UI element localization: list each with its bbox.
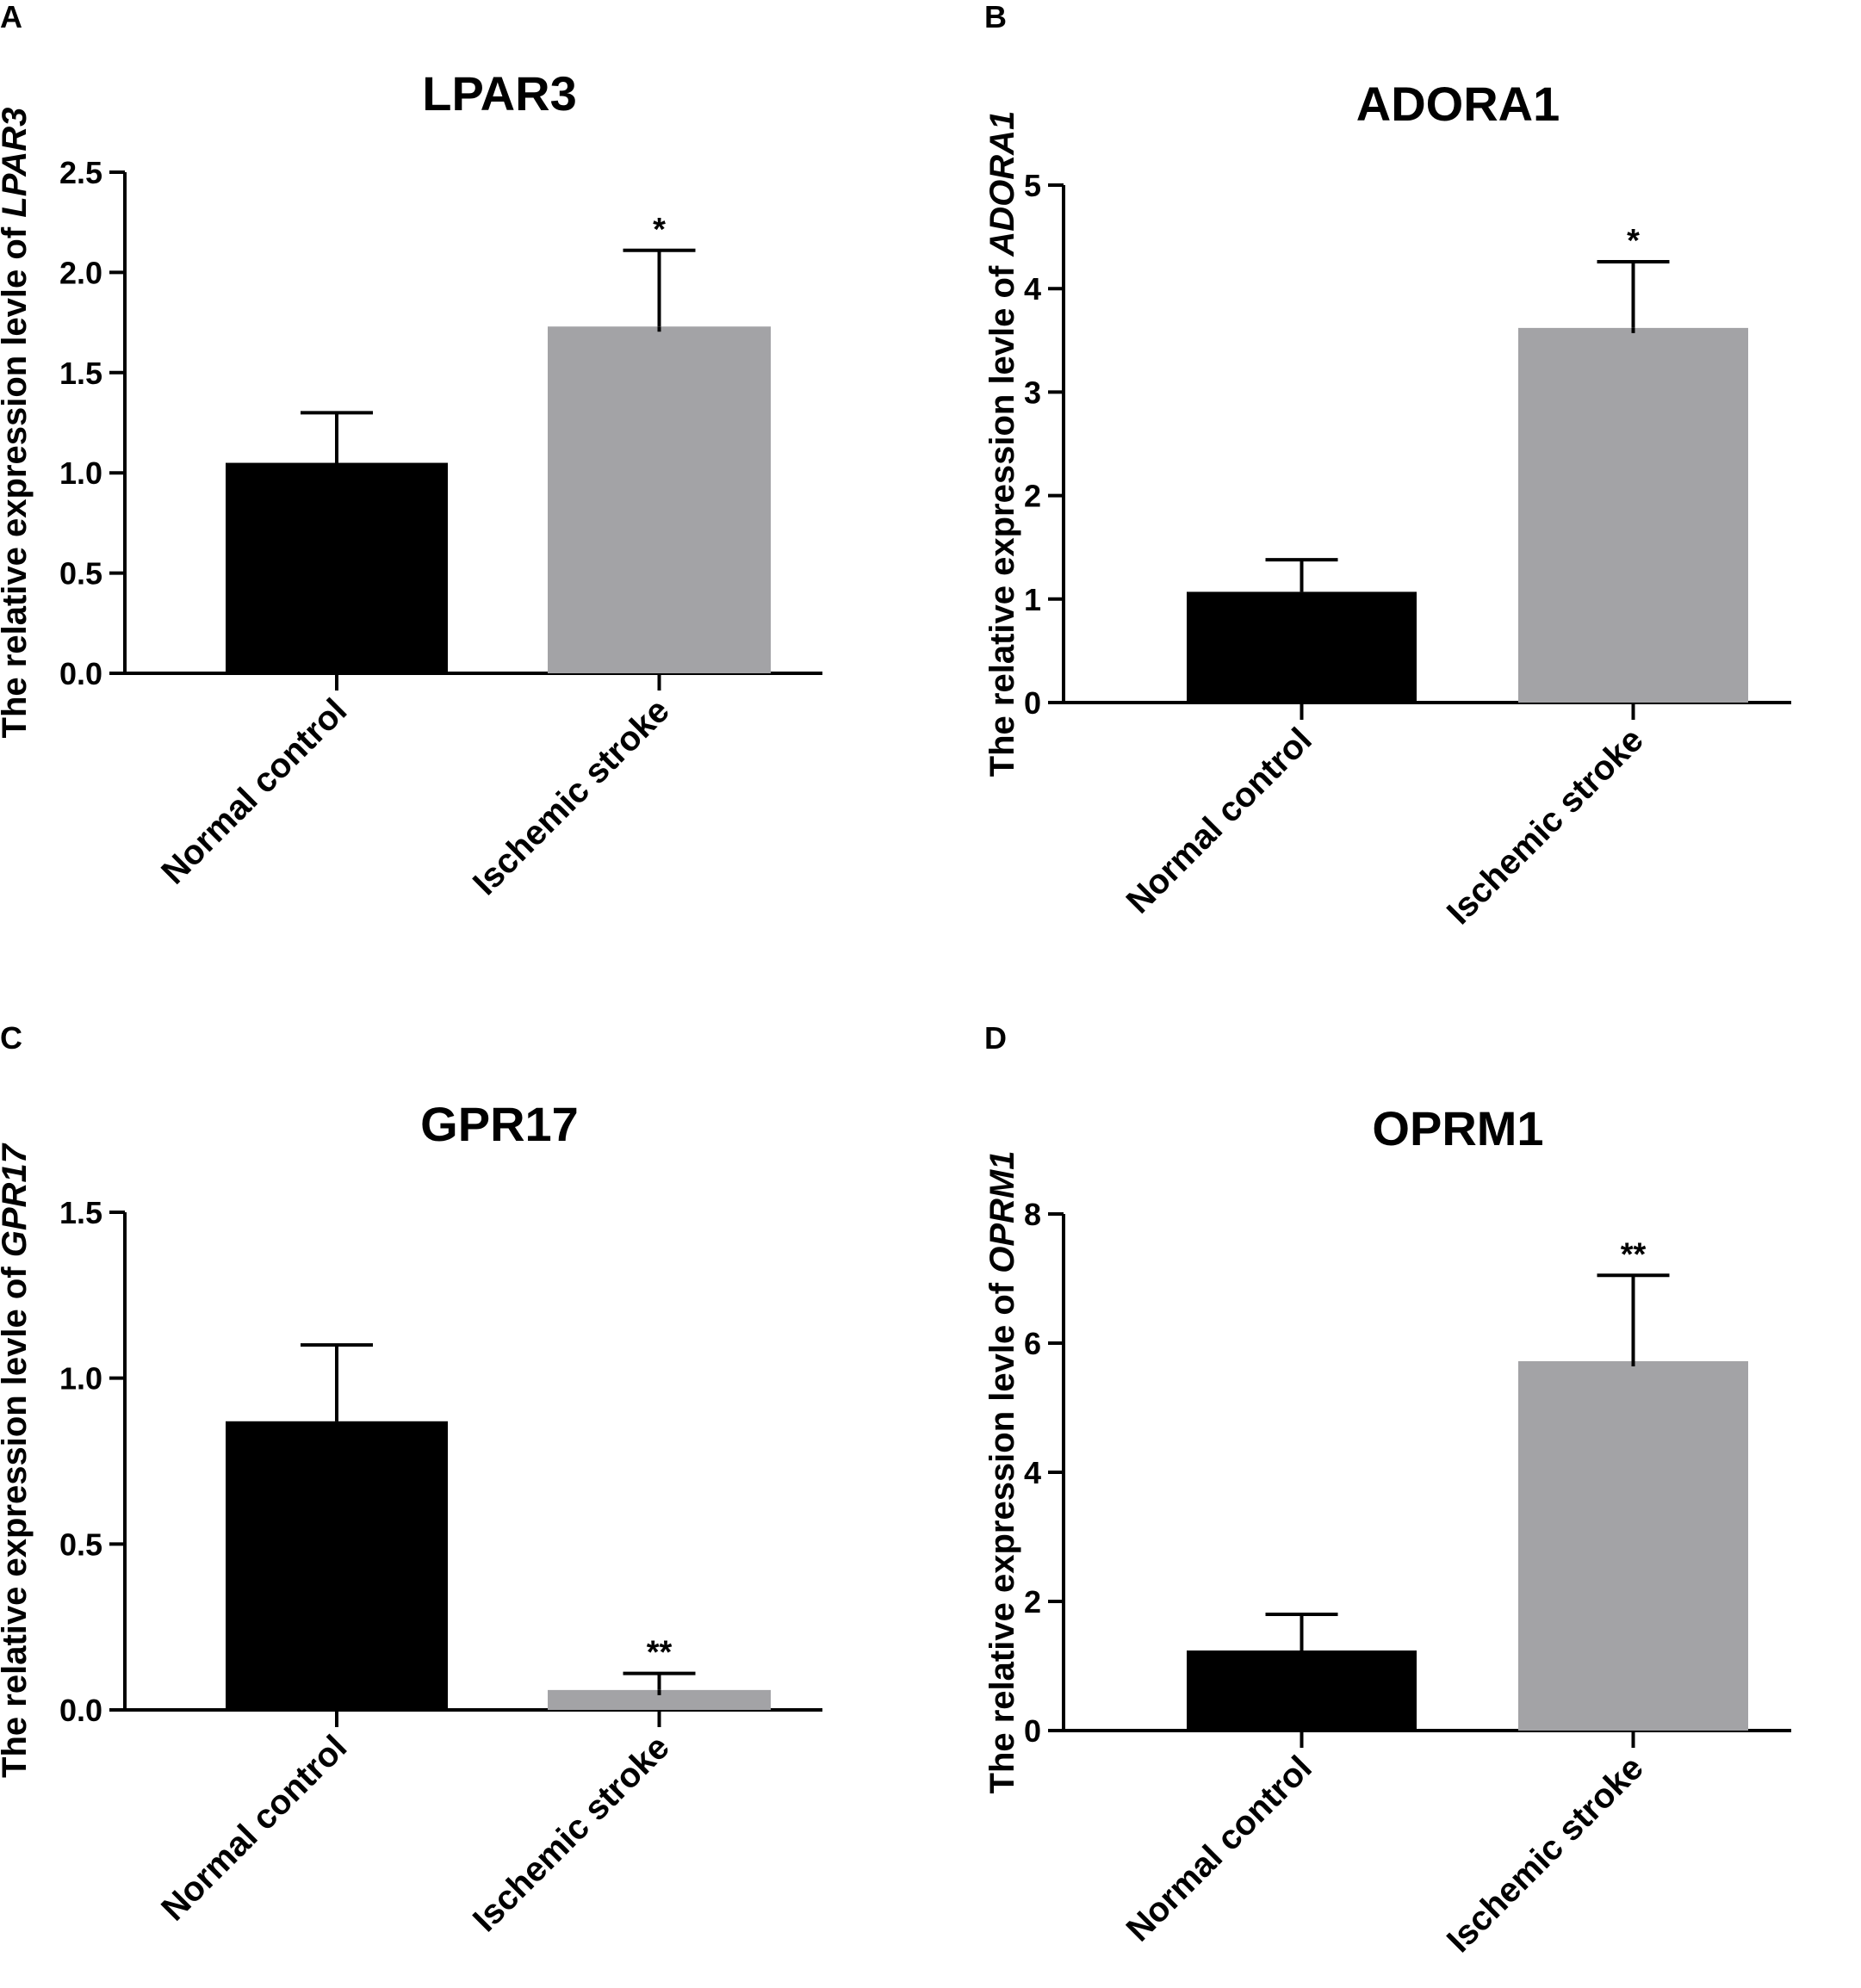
bar — [1187, 1650, 1417, 1731]
y-tick-label: 6 — [1024, 1326, 1041, 1361]
x-tick-label: Normal control — [154, 691, 354, 891]
bar — [1187, 591, 1417, 703]
y-axis-label-prefix: The relative expression levle of — [0, 218, 34, 739]
y-tick-label: 2.0 — [59, 255, 102, 290]
bar — [1518, 327, 1748, 703]
y-tick-label: 1.5 — [59, 1195, 102, 1230]
panel-letter: C — [0, 1020, 22, 1056]
y-tick-label: 1.0 — [59, 455, 102, 491]
y-tick-label: 0.0 — [59, 1693, 102, 1728]
y-axis-label-prefix: The relative expression levle of — [983, 1273, 1021, 1794]
y-axis-label-gene: LPAR3 — [0, 108, 34, 218]
y-axis-label-prefix: The relative expression levle of — [0, 1257, 34, 1778]
y-tick-label: 0 — [1024, 685, 1041, 721]
significance-marker: * — [653, 212, 666, 248]
y-tick-label: 1.0 — [59, 1361, 102, 1397]
chart-title: OPRM1 — [1372, 1101, 1543, 1155]
significance-marker: ** — [647, 1635, 673, 1671]
y-axis-label-gene: OPRM1 — [983, 1151, 1021, 1273]
y-tick-label: 1 — [1024, 582, 1041, 617]
x-tick-label: Normal control — [154, 1728, 354, 1928]
y-tick-label: 0 — [1024, 1713, 1041, 1749]
y-tick-label: 2 — [1024, 1584, 1041, 1620]
y-axis-label-prefix: The relative expression levle of — [983, 257, 1021, 777]
chart-title: LPAR3 — [422, 66, 576, 121]
panel-letter: A — [0, 0, 22, 34]
y-tick-label: 1.5 — [59, 356, 102, 391]
chart-title: GPR17 — [420, 1097, 579, 1151]
y-tick-label: 4 — [1024, 271, 1041, 307]
y-axis-label: The relative expression levle of ADORA1 — [983, 111, 1021, 777]
panel-letter: D — [984, 1020, 1007, 1056]
y-tick-label: 5 — [1024, 168, 1041, 203]
x-tick-label: Ischemic stroke — [1440, 1749, 1651, 1960]
x-tick-label: Normal control — [1120, 1749, 1319, 1948]
y-tick-label: 3 — [1024, 375, 1041, 410]
bar — [548, 1689, 771, 1710]
significance-marker: ** — [1621, 1236, 1647, 1273]
x-tick-label: Normal control — [1120, 721, 1319, 920]
x-tick-label: Ischemic stroke — [466, 1728, 677, 1939]
x-tick-label: Ischemic stroke — [466, 691, 677, 902]
significance-marker: * — [1627, 223, 1640, 259]
y-axis-label: The relative expression levle of LPAR3 — [0, 108, 34, 739]
y-axis-label: The relative expression levle of GPR17 — [0, 1143, 34, 1778]
y-tick-label: 0.5 — [59, 1527, 102, 1562]
x-tick-label: Ischemic stroke — [1440, 721, 1651, 932]
bar — [1518, 1361, 1748, 1731]
bar — [548, 326, 771, 673]
bar — [226, 462, 448, 673]
y-tick-label: 0.5 — [59, 556, 102, 591]
y-tick-label: 2.5 — [59, 155, 102, 190]
y-tick-label: 8 — [1024, 1197, 1041, 1232]
y-axis-label-gene: GPR17 — [0, 1143, 34, 1257]
y-tick-label: 4 — [1024, 1455, 1041, 1490]
bar — [226, 1421, 448, 1710]
chart-title: ADORA1 — [1356, 77, 1560, 131]
y-axis-label-gene: ADORA1 — [983, 111, 1021, 257]
y-axis-label: The relative expression levle of OPRM1 — [983, 1151, 1021, 1794]
panel-letter: B — [984, 0, 1007, 34]
y-tick-label: 0.0 — [59, 656, 102, 691]
y-tick-label: 2 — [1024, 479, 1041, 514]
